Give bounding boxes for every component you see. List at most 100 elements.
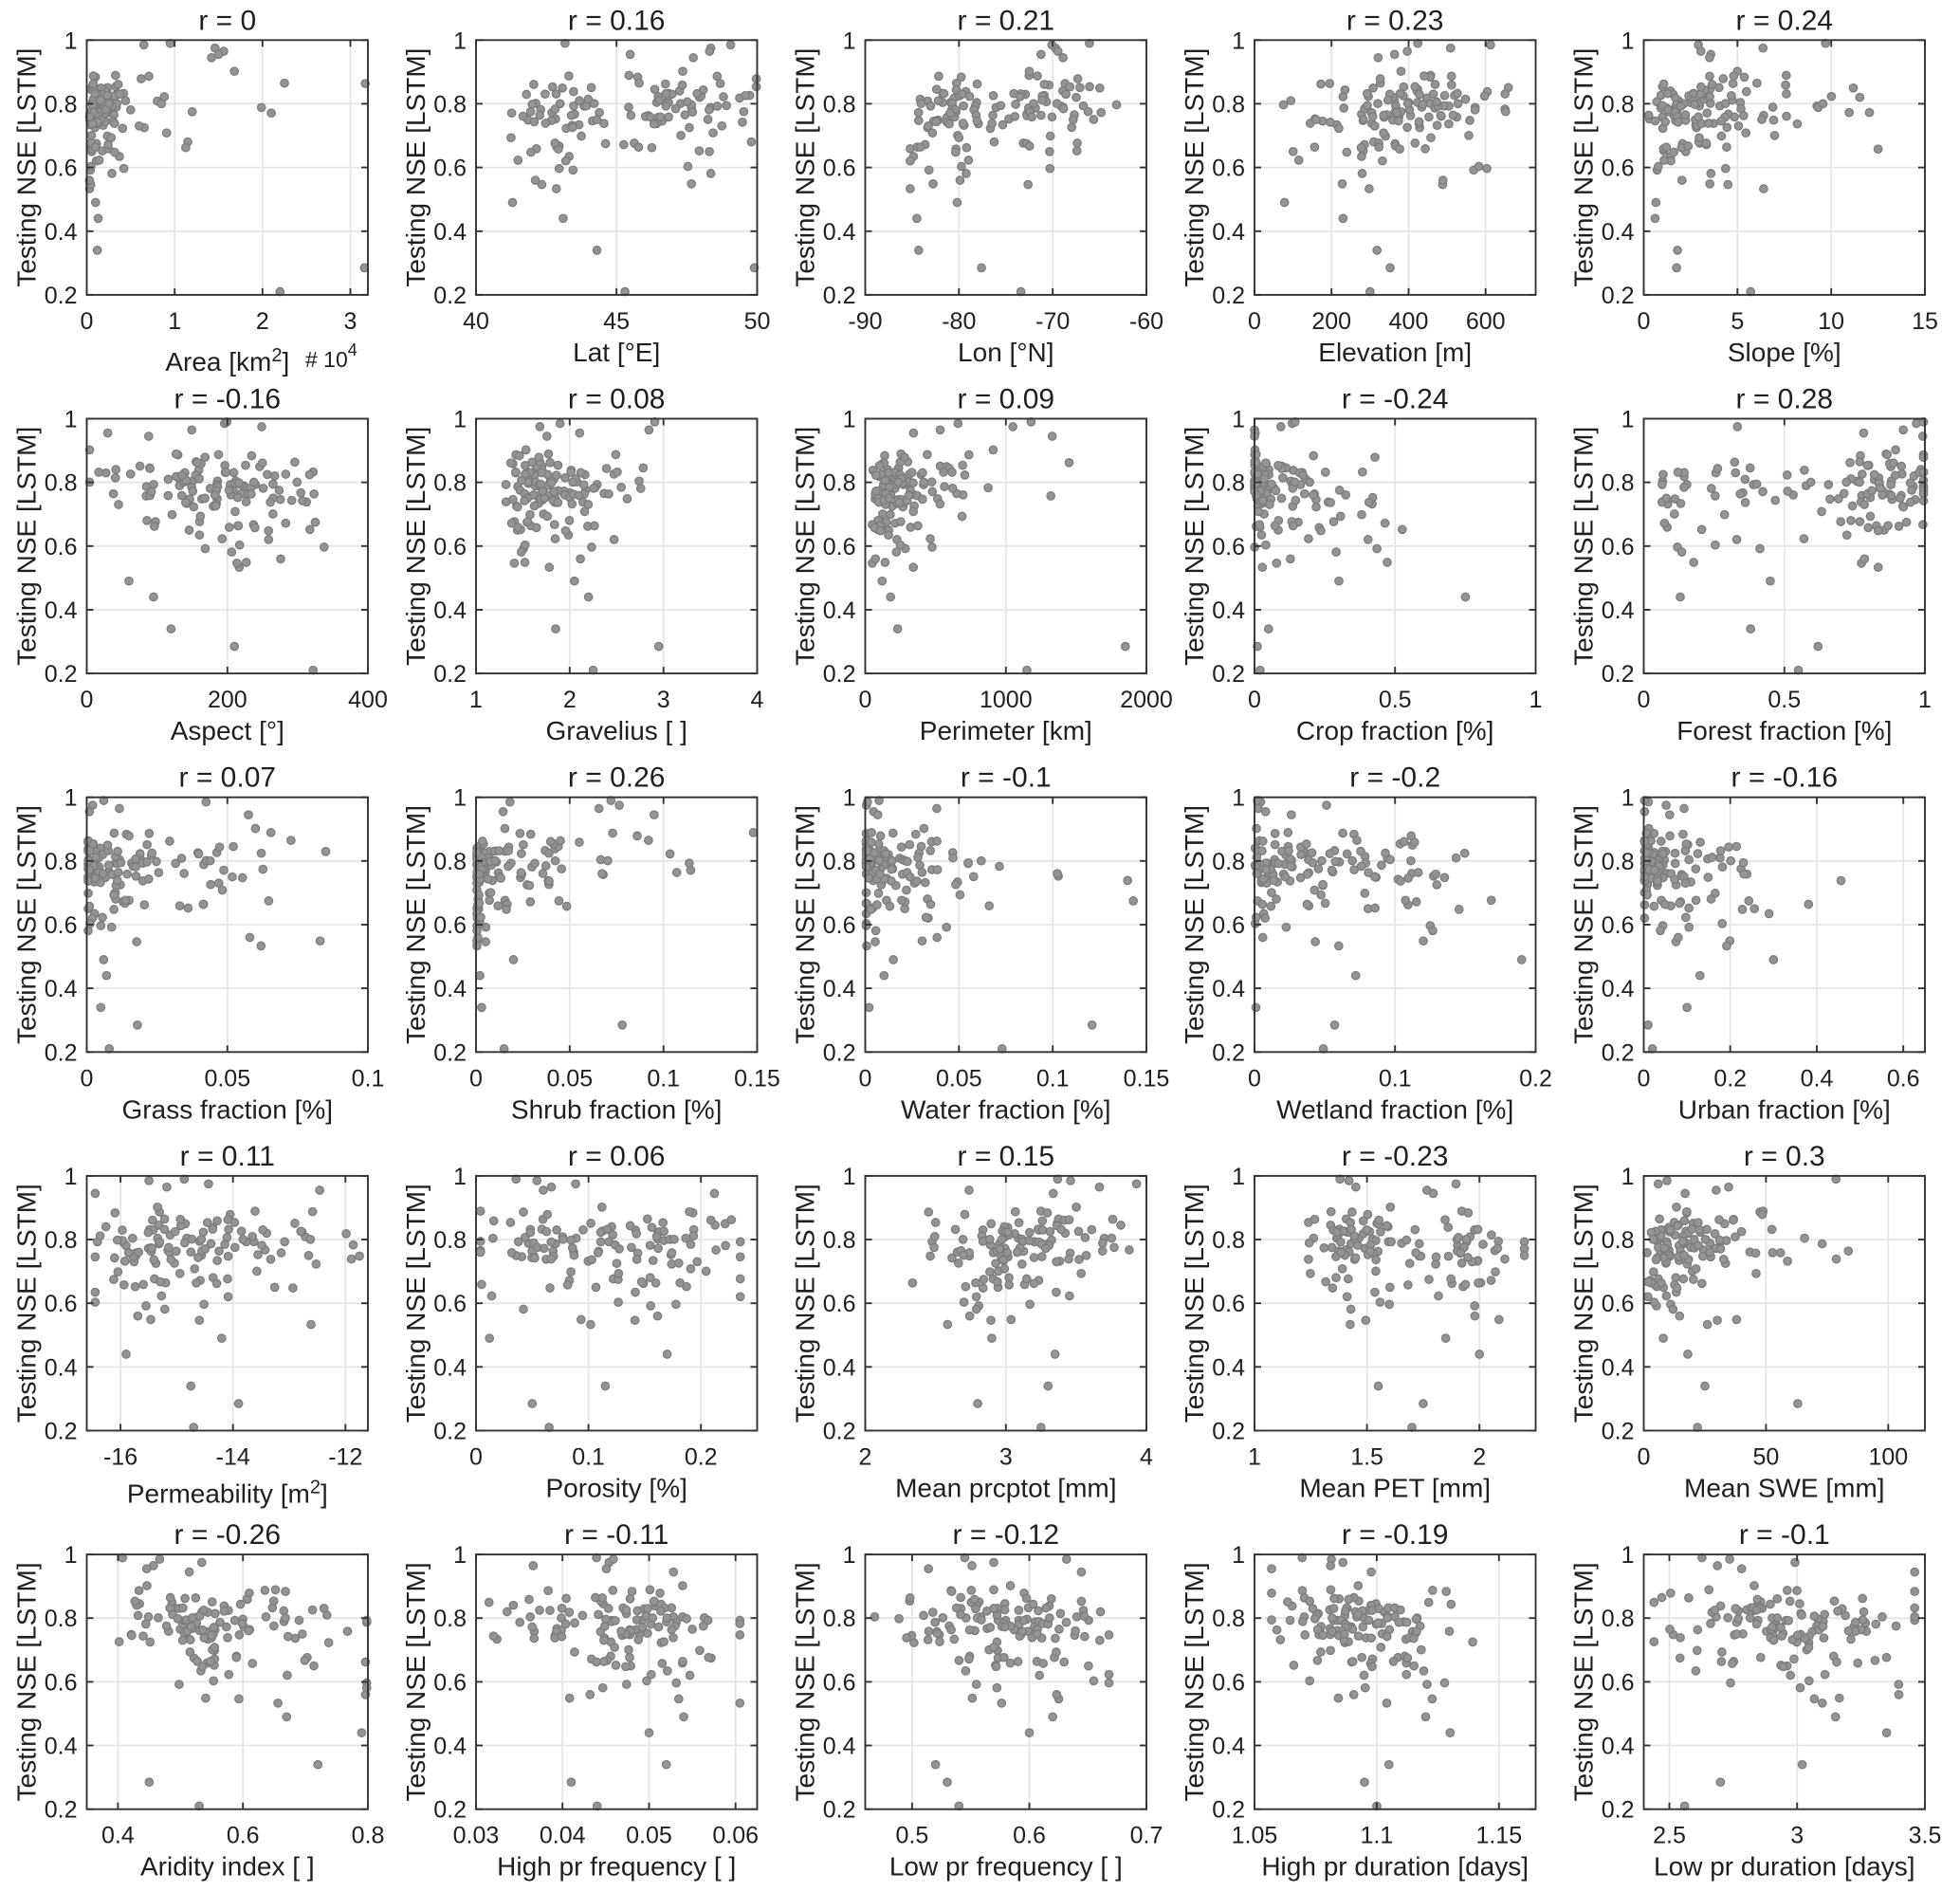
svg-text:0.4: 0.4 xyxy=(101,1823,135,1849)
svg-text:0.1: 0.1 xyxy=(1379,1065,1412,1092)
svg-text:0.2: 0.2 xyxy=(433,1797,467,1824)
svg-text:r = 0.06: r = 0.06 xyxy=(568,1141,666,1172)
svg-text:0: 0 xyxy=(1248,308,1261,335)
svg-text:0.2: 0.2 xyxy=(1212,1797,1245,1824)
svg-text:0: 0 xyxy=(81,687,94,713)
svg-text:0: 0 xyxy=(1248,687,1261,713)
svg-text:Urban fraction [%]: Urban fraction [%] xyxy=(1678,1094,1891,1124)
svg-text:50: 50 xyxy=(1752,1444,1779,1471)
svg-text:0.8: 0.8 xyxy=(1212,849,1245,875)
svg-text:Testing NSE [LSTM]: Testing NSE [LSTM] xyxy=(401,48,430,287)
svg-text:1: 1 xyxy=(168,308,181,335)
svg-text:r = -0.16: r = -0.16 xyxy=(1731,762,1839,794)
svg-text:0.4: 0.4 xyxy=(1212,597,1245,624)
svg-text:0.8: 0.8 xyxy=(1212,470,1245,497)
svg-text:Elevation [m]: Elevation [m] xyxy=(1318,338,1472,367)
svg-text:Testing NSE [LSTM]: Testing NSE [LSTM] xyxy=(12,427,42,666)
svg-text:0.1: 0.1 xyxy=(1036,1065,1070,1092)
svg-text:0.6: 0.6 xyxy=(45,534,78,560)
svg-text:0.2: 0.2 xyxy=(1602,1039,1635,1066)
svg-text:0.6: 0.6 xyxy=(1602,912,1635,939)
svg-text:1: 1 xyxy=(453,785,467,812)
svg-text:Aridity index [ ]: Aridity index [ ] xyxy=(140,1852,315,1882)
svg-text:-14: -14 xyxy=(216,1444,250,1471)
svg-text:1: 1 xyxy=(1621,28,1635,54)
svg-text:0.05: 0.05 xyxy=(546,1065,593,1092)
svg-text:0.4: 0.4 xyxy=(433,219,467,246)
svg-text:r = 0.16: r = 0.16 xyxy=(568,5,666,36)
svg-text:0.6: 0.6 xyxy=(1212,912,1245,939)
svg-text:0.4: 0.4 xyxy=(45,219,78,246)
svg-text:Testing NSE [LSTM]: Testing NSE [LSTM] xyxy=(1569,805,1599,1044)
svg-text:0.6: 0.6 xyxy=(1212,156,1245,182)
svg-text:0.2: 0.2 xyxy=(823,661,856,688)
svg-text:0.8: 0.8 xyxy=(1602,849,1635,875)
svg-text:Lat [°E]: Lat [°E] xyxy=(573,338,660,367)
svg-text:0.5: 0.5 xyxy=(1379,687,1412,713)
svg-text:2: 2 xyxy=(563,687,577,713)
svg-text:0.8: 0.8 xyxy=(433,91,467,118)
svg-text:0.8: 0.8 xyxy=(1212,1606,1245,1632)
svg-text:0.2: 0.2 xyxy=(823,1419,856,1445)
svg-text:1: 1 xyxy=(1248,1444,1261,1471)
svg-text:r = 0.23: r = 0.23 xyxy=(1346,5,1444,36)
svg-text:50: 50 xyxy=(744,308,771,335)
svg-text:Testing NSE [LSTM]: Testing NSE [LSTM] xyxy=(12,1184,42,1423)
svg-text:0.6: 0.6 xyxy=(1602,534,1635,560)
svg-text:1: 1 xyxy=(64,28,78,54)
svg-text:3.5: 3.5 xyxy=(1909,1823,1942,1849)
svg-text:r = 0.26: r = 0.26 xyxy=(568,762,666,794)
svg-text:0: 0 xyxy=(81,1065,94,1092)
svg-text:Testing NSE [LSTM]: Testing NSE [LSTM] xyxy=(1180,805,1209,1044)
svg-text:0.8: 0.8 xyxy=(1602,91,1635,118)
svg-text:0.4: 0.4 xyxy=(433,597,467,624)
svg-text:2: 2 xyxy=(859,1444,872,1471)
svg-text:Testing NSE [LSTM]: Testing NSE [LSTM] xyxy=(401,1562,430,1801)
svg-text:0.4: 0.4 xyxy=(433,1734,467,1760)
svg-text:0: 0 xyxy=(1248,1065,1261,1092)
svg-text:r = 0.3: r = 0.3 xyxy=(1744,1141,1825,1172)
svg-text:0: 0 xyxy=(1638,1444,1651,1471)
svg-text:0: 0 xyxy=(1638,687,1651,713)
svg-text:Testing NSE [LSTM]: Testing NSE [LSTM] xyxy=(401,805,430,1044)
svg-text:0: 0 xyxy=(1638,1065,1651,1092)
svg-text:0.4: 0.4 xyxy=(45,976,78,1002)
svg-text:0.8: 0.8 xyxy=(1602,1606,1635,1632)
svg-text:1.5: 1.5 xyxy=(1350,1444,1383,1471)
svg-text:Testing NSE [LSTM]: Testing NSE [LSTM] xyxy=(1569,1562,1599,1801)
svg-text:1: 1 xyxy=(843,28,856,54)
svg-text:0.15: 0.15 xyxy=(1124,1065,1170,1092)
svg-text:0.8: 0.8 xyxy=(45,91,78,118)
svg-text:5: 5 xyxy=(1731,308,1744,335)
svg-text:Slope [%]: Slope [%] xyxy=(1728,338,1841,367)
svg-text:r = 0.15: r = 0.15 xyxy=(958,1141,1055,1172)
svg-text:0.8: 0.8 xyxy=(1212,1227,1245,1254)
svg-text:High pr duration [days]: High pr duration [days] xyxy=(1261,1852,1529,1882)
svg-text:0.6: 0.6 xyxy=(823,156,856,182)
svg-text:0.8: 0.8 xyxy=(823,470,856,497)
svg-text:0.4: 0.4 xyxy=(823,597,856,624)
svg-text:1: 1 xyxy=(64,1542,78,1569)
svg-text:Testing NSE [LSTM]: Testing NSE [LSTM] xyxy=(12,1562,42,1801)
svg-text:0.15: 0.15 xyxy=(734,1065,780,1092)
svg-text:1.05: 1.05 xyxy=(1232,1823,1278,1849)
svg-text:0.2: 0.2 xyxy=(823,1039,856,1066)
svg-text:0.4: 0.4 xyxy=(823,976,856,1002)
svg-text:Testing NSE [LSTM]: Testing NSE [LSTM] xyxy=(12,805,42,1044)
svg-text:0.2: 0.2 xyxy=(1212,1039,1245,1066)
svg-text:r = -0.12: r = -0.12 xyxy=(953,1519,1060,1551)
svg-text:0.7: 0.7 xyxy=(1130,1823,1163,1849)
svg-text:0.4: 0.4 xyxy=(1602,976,1635,1002)
svg-text:100: 100 xyxy=(1868,1444,1908,1471)
svg-text:Low pr frequency [ ]: Low pr frequency [ ] xyxy=(889,1852,1123,1882)
svg-text:0.2: 0.2 xyxy=(1602,1419,1635,1445)
svg-text:4: 4 xyxy=(1140,1444,1153,1471)
svg-text:Gravelius [ ]: Gravelius [ ] xyxy=(546,716,687,745)
svg-text:200: 200 xyxy=(208,687,247,713)
svg-text:0.4: 0.4 xyxy=(45,1734,78,1760)
svg-text:1: 1 xyxy=(1530,687,1543,713)
svg-text:0.6: 0.6 xyxy=(1212,1669,1245,1696)
svg-text:0.5: 0.5 xyxy=(896,1823,929,1849)
svg-text:0.2: 0.2 xyxy=(1602,283,1635,309)
svg-text:0.2: 0.2 xyxy=(1602,1797,1635,1824)
